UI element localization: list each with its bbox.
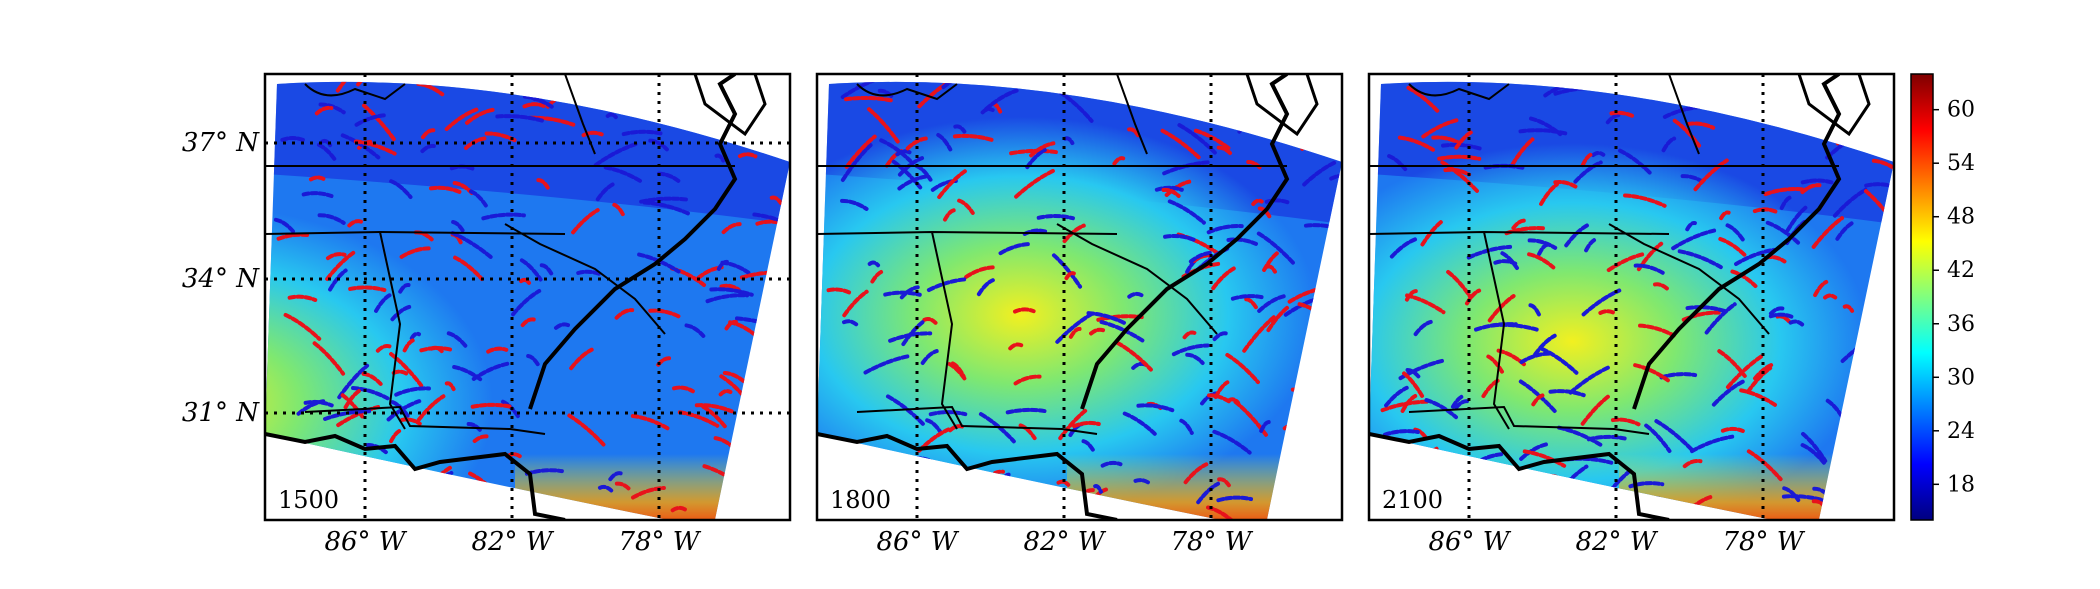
map-panel: 1500 86° W 82° W 78° W 37° N 34° N 31° N <box>182 72 792 557</box>
graticule <box>265 74 790 520</box>
colorbar-tick-label: 18 <box>1947 472 1975 497</box>
longitude-label: 86° W <box>876 527 959 557</box>
latitude-label: 37° N <box>182 128 260 158</box>
state-boundaries <box>817 74 1319 520</box>
panel-time-label: 1500 <box>278 486 339 514</box>
colorbar-tick-label: 54 <box>1947 151 1975 176</box>
longitude-label: 82° W <box>1023 527 1106 557</box>
wind-field <box>265 81 790 520</box>
panel-frame <box>1367 72 1896 522</box>
graticule <box>915 74 1213 520</box>
panel-frame <box>815 72 1344 522</box>
graticule <box>1467 74 1765 520</box>
colorbar-tick-label: 48 <box>1947 205 1975 230</box>
panel-time-label: 1800 <box>830 486 891 514</box>
colorbar-tick-label: 36 <box>1947 312 1975 337</box>
map-panel: 1800 86° W 82° W 78° W <box>815 72 1344 557</box>
colorbar-tick-label: 24 <box>1947 419 1975 444</box>
colorbar-tick-label: 60 <box>1947 98 1975 123</box>
wind-field <box>817 81 1342 520</box>
longitude-label: 78° W <box>1722 527 1805 557</box>
latitude-label: 31° N <box>182 398 260 428</box>
longitude-label: 78° W <box>1170 527 1253 557</box>
panel-time-label: 2100 <box>1382 486 1443 514</box>
longitude-label: 82° W <box>1575 527 1658 557</box>
map-panel: 2100 86° W 82° W 78° W <box>1367 72 1896 557</box>
longitude-label: 82° W <box>471 527 554 557</box>
colorbar: 60 54 48 42 36 30 24 18 <box>1910 73 1975 521</box>
colorbar-tick-label: 42 <box>1947 258 1975 283</box>
longitude-label: 86° W <box>324 527 407 557</box>
wind-field <box>1369 81 1894 520</box>
state-boundaries <box>1369 74 1871 520</box>
longitude-label: 86° W <box>1428 527 1511 557</box>
colorbar-bar <box>1910 73 1934 521</box>
latitude-label: 34° N <box>182 264 260 294</box>
longitude-label: 78° W <box>618 527 701 557</box>
panel-frame <box>263 72 792 522</box>
colorbar-tick-label: 30 <box>1947 365 1975 390</box>
state-boundaries <box>265 74 767 520</box>
